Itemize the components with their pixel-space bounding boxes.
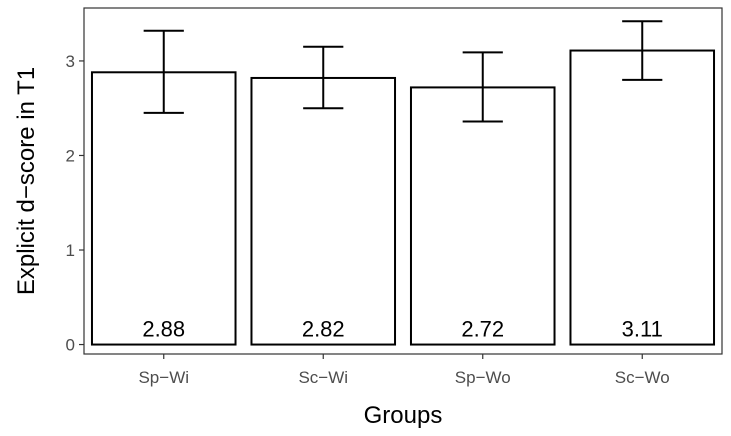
y-tick-label: 3 xyxy=(66,52,75,71)
data-labels: 2.88 2.82 2.72 3.11 xyxy=(142,317,663,342)
y-axis-title: Explicit d−score in T1 xyxy=(13,67,40,295)
bar xyxy=(250,76,397,346)
x-axis-ticks: Sp−Wi Sc−Wi Sp−Wo Sc−Wo xyxy=(138,354,670,387)
x-axis-title: Groups xyxy=(364,402,443,429)
x-tick-label: Sp−Wi xyxy=(138,368,189,387)
bar xyxy=(569,49,716,346)
error-bar xyxy=(462,51,503,123)
bars xyxy=(90,49,716,346)
error-bars xyxy=(143,20,663,123)
error-bar xyxy=(622,20,663,81)
y-tick-label: 1 xyxy=(66,241,75,260)
error-bar xyxy=(143,29,184,114)
data-label: 2.72 xyxy=(461,317,504,342)
error-bar xyxy=(303,45,344,110)
x-tick-label: Sc−Wo xyxy=(615,368,670,387)
bar xyxy=(409,86,556,346)
y-tick-label: 0 xyxy=(66,336,75,355)
bar xyxy=(90,71,237,346)
data-label: 2.82 xyxy=(302,317,345,342)
y-axis-ticks: 0 1 2 3 xyxy=(66,52,84,355)
y-tick-label: 2 xyxy=(66,146,75,165)
x-tick-label: Sp−Wo xyxy=(455,368,511,387)
x-tick-label: Sc−Wi xyxy=(298,368,348,387)
data-label: 2.88 xyxy=(142,317,185,342)
data-label: 3.11 xyxy=(622,317,663,342)
panel-border xyxy=(83,7,723,355)
